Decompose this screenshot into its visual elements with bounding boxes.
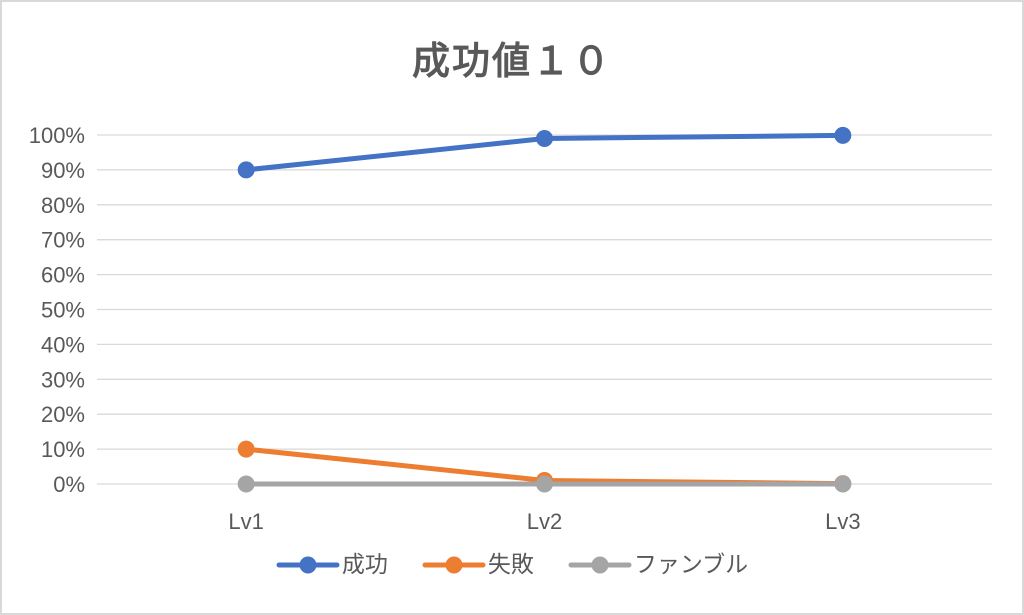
y-axis-tick-label: 20%: [41, 402, 85, 427]
legend-line-marker-icon: [276, 556, 340, 573]
data-point-marker: [237, 440, 255, 458]
y-axis-tick-label: 100%: [29, 123, 85, 148]
legend-item: 失敗: [422, 553, 534, 576]
x-axis-category-label: Lv3: [825, 509, 860, 534]
data-point-marker: [536, 475, 553, 493]
legend-line-marker-icon: [568, 556, 632, 573]
y-axis-tick-label: 50%: [41, 298, 85, 323]
legend-label: 失敗: [487, 551, 534, 577]
legend-line-marker-icon: [422, 556, 486, 573]
data-point-marker: [237, 475, 255, 493]
legend-label: 成功: [341, 551, 388, 577]
y-axis-tick-label: 60%: [41, 263, 85, 288]
y-axis-tick-label: 90%: [41, 158, 85, 183]
data-point-marker: [237, 161, 255, 179]
y-axis-tick-label: 40%: [41, 332, 85, 357]
data-point-marker: [834, 475, 852, 493]
y-axis-tick-label: 0%: [53, 472, 85, 497]
data-point-marker: [536, 129, 553, 147]
y-axis-tick-label: 80%: [41, 193, 85, 218]
legend-label: ファンブル: [633, 551, 749, 577]
x-axis-category-label: Lv2: [527, 509, 562, 534]
data-point-marker: [834, 126, 852, 144]
y-axis-tick-label: 30%: [41, 367, 85, 392]
legend-item: 成功: [276, 553, 388, 576]
x-axis-category-label: Lv1: [228, 509, 263, 534]
legend-item: ファンブル: [568, 553, 748, 576]
y-axis-tick-label: 10%: [41, 437, 85, 462]
chart-title: 成功値１０: [411, 41, 612, 83]
chart-legend: 成功 失敗 ファンブル: [2, 553, 1022, 576]
y-axis-tick-label: 70%: [41, 228, 85, 253]
